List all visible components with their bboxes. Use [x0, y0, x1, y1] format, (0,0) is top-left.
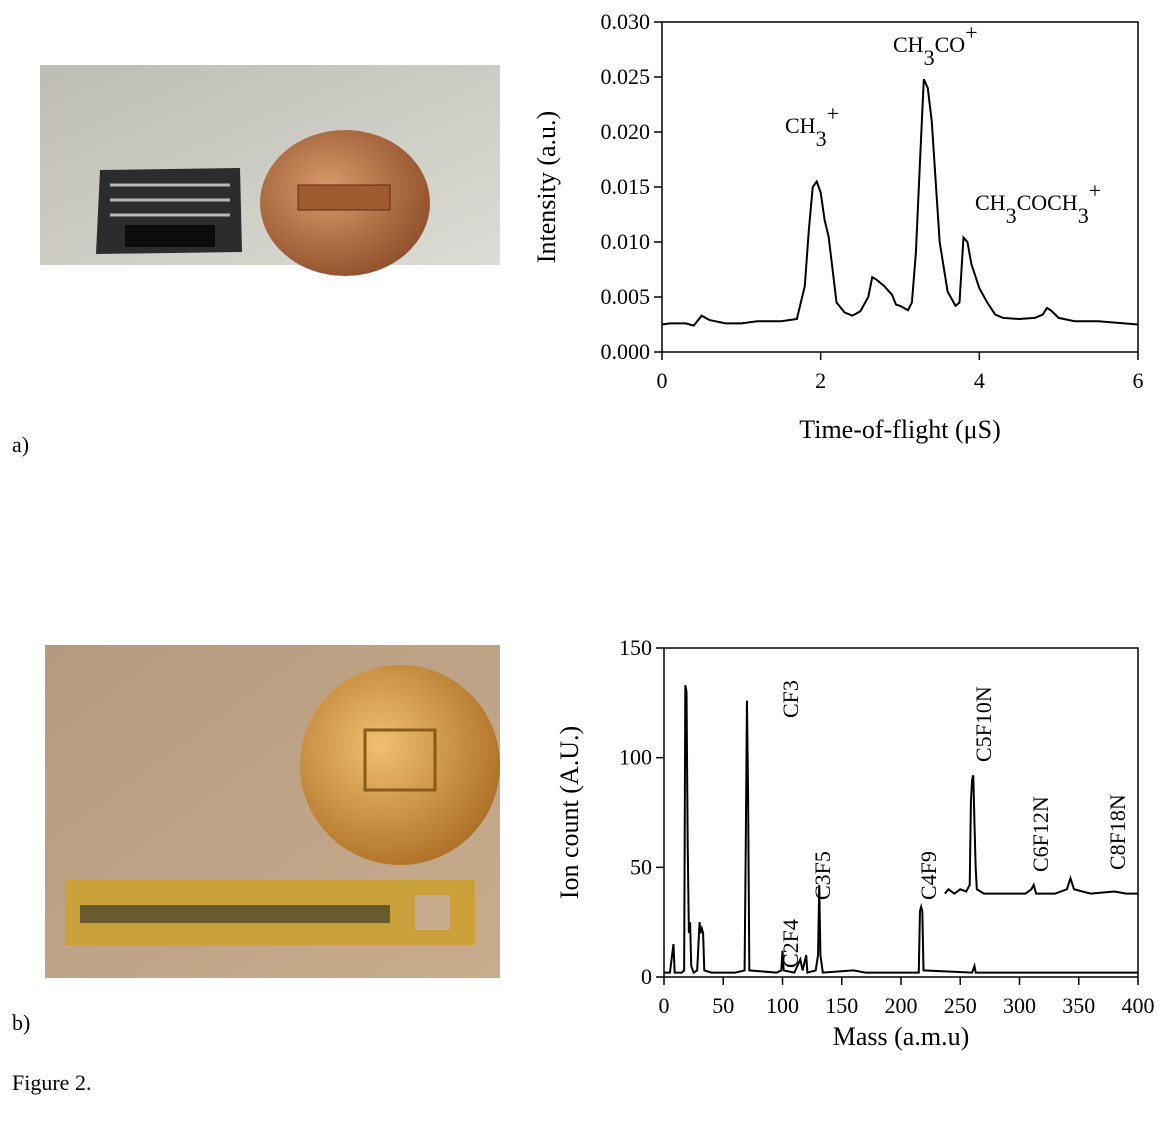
x-tick-label: 50: [712, 993, 734, 1018]
annotation: C3F5: [810, 851, 835, 900]
y-tick-label: 0.000: [601, 339, 651, 364]
y-axis-title: Ion count (A.U.): [555, 726, 584, 899]
annotation-part: 3: [1006, 203, 1017, 228]
annotation-part: CH: [785, 113, 816, 138]
annotation: CH3CO+: [893, 20, 978, 70]
line-series: [664, 685, 1138, 972]
y-tick-label: 0.015: [601, 174, 651, 199]
annotation: CF3: [778, 680, 803, 718]
photo-a: [40, 65, 500, 276]
annotation-part: CH: [893, 32, 924, 57]
annotation: C2F4: [778, 919, 803, 968]
y-axis-title: Intensity (a.u.): [532, 111, 561, 263]
panel-label: a): [12, 432, 29, 457]
y-tick-label: 0: [641, 964, 652, 989]
annotation-part: 3: [1078, 203, 1089, 228]
x-tick-label: 200: [885, 993, 918, 1018]
y-tick-label: 0.025: [601, 64, 651, 89]
y-tick-label: 0.010: [601, 229, 651, 254]
annotation-part: CO: [935, 32, 966, 57]
plot-frame: [662, 22, 1138, 352]
photo-b: [45, 645, 500, 978]
x-tick-label: 0: [657, 368, 668, 393]
y-tick-label: 150: [619, 635, 652, 660]
x-tick-label: 150: [825, 993, 858, 1018]
annotation-part: CH: [975, 190, 1006, 215]
x-tick-label: 300: [1003, 993, 1036, 1018]
annotation-part: 3: [816, 126, 827, 151]
annotation: C4F9: [916, 851, 941, 900]
annotation-part: COCH: [1017, 190, 1078, 215]
annotation-part: 3: [924, 45, 935, 70]
x-tick-label: 2: [815, 368, 826, 393]
y-tick-label: 0.005: [601, 284, 651, 309]
x-axis-title: Time-of-flight (μS): [799, 415, 1000, 444]
x-tick-label: 250: [944, 993, 977, 1018]
y-tick-label: 0.030: [601, 9, 651, 34]
annotation: C8F18N: [1105, 794, 1130, 870]
annotation-part: +: [1089, 178, 1101, 203]
annotation: C5F10N: [971, 686, 996, 762]
y-tick-label: 50: [630, 854, 652, 879]
x-tick-label: 0: [659, 993, 670, 1018]
x-tick-label: 100: [766, 993, 799, 1018]
panel-label: b): [12, 1010, 30, 1035]
plot-frame: [664, 648, 1138, 977]
x-tick-label: 350: [1062, 993, 1095, 1018]
annotation: CH3COCH3+: [975, 178, 1101, 228]
x-tick-label: 4: [974, 368, 985, 393]
figure: a) b) Figure 2. 0.000 0.005 0.010 0.015 0.02…: [0, 0, 1163, 1130]
y-tick-label: 100: [619, 745, 652, 770]
annotation: CH3+: [785, 101, 839, 151]
x-axis-title: Mass (a.m.u): [833, 1022, 969, 1051]
x-tick-label: 6: [1133, 368, 1144, 393]
caption: Figure 2.: [12, 1070, 91, 1095]
y-tick-label: 0.020: [601, 119, 651, 144]
annotation-part: +: [965, 20, 977, 45]
x-tick-label: 400: [1122, 993, 1155, 1018]
annotation-part: +: [827, 101, 839, 126]
annotation: C6F12N: [1028, 796, 1053, 872]
